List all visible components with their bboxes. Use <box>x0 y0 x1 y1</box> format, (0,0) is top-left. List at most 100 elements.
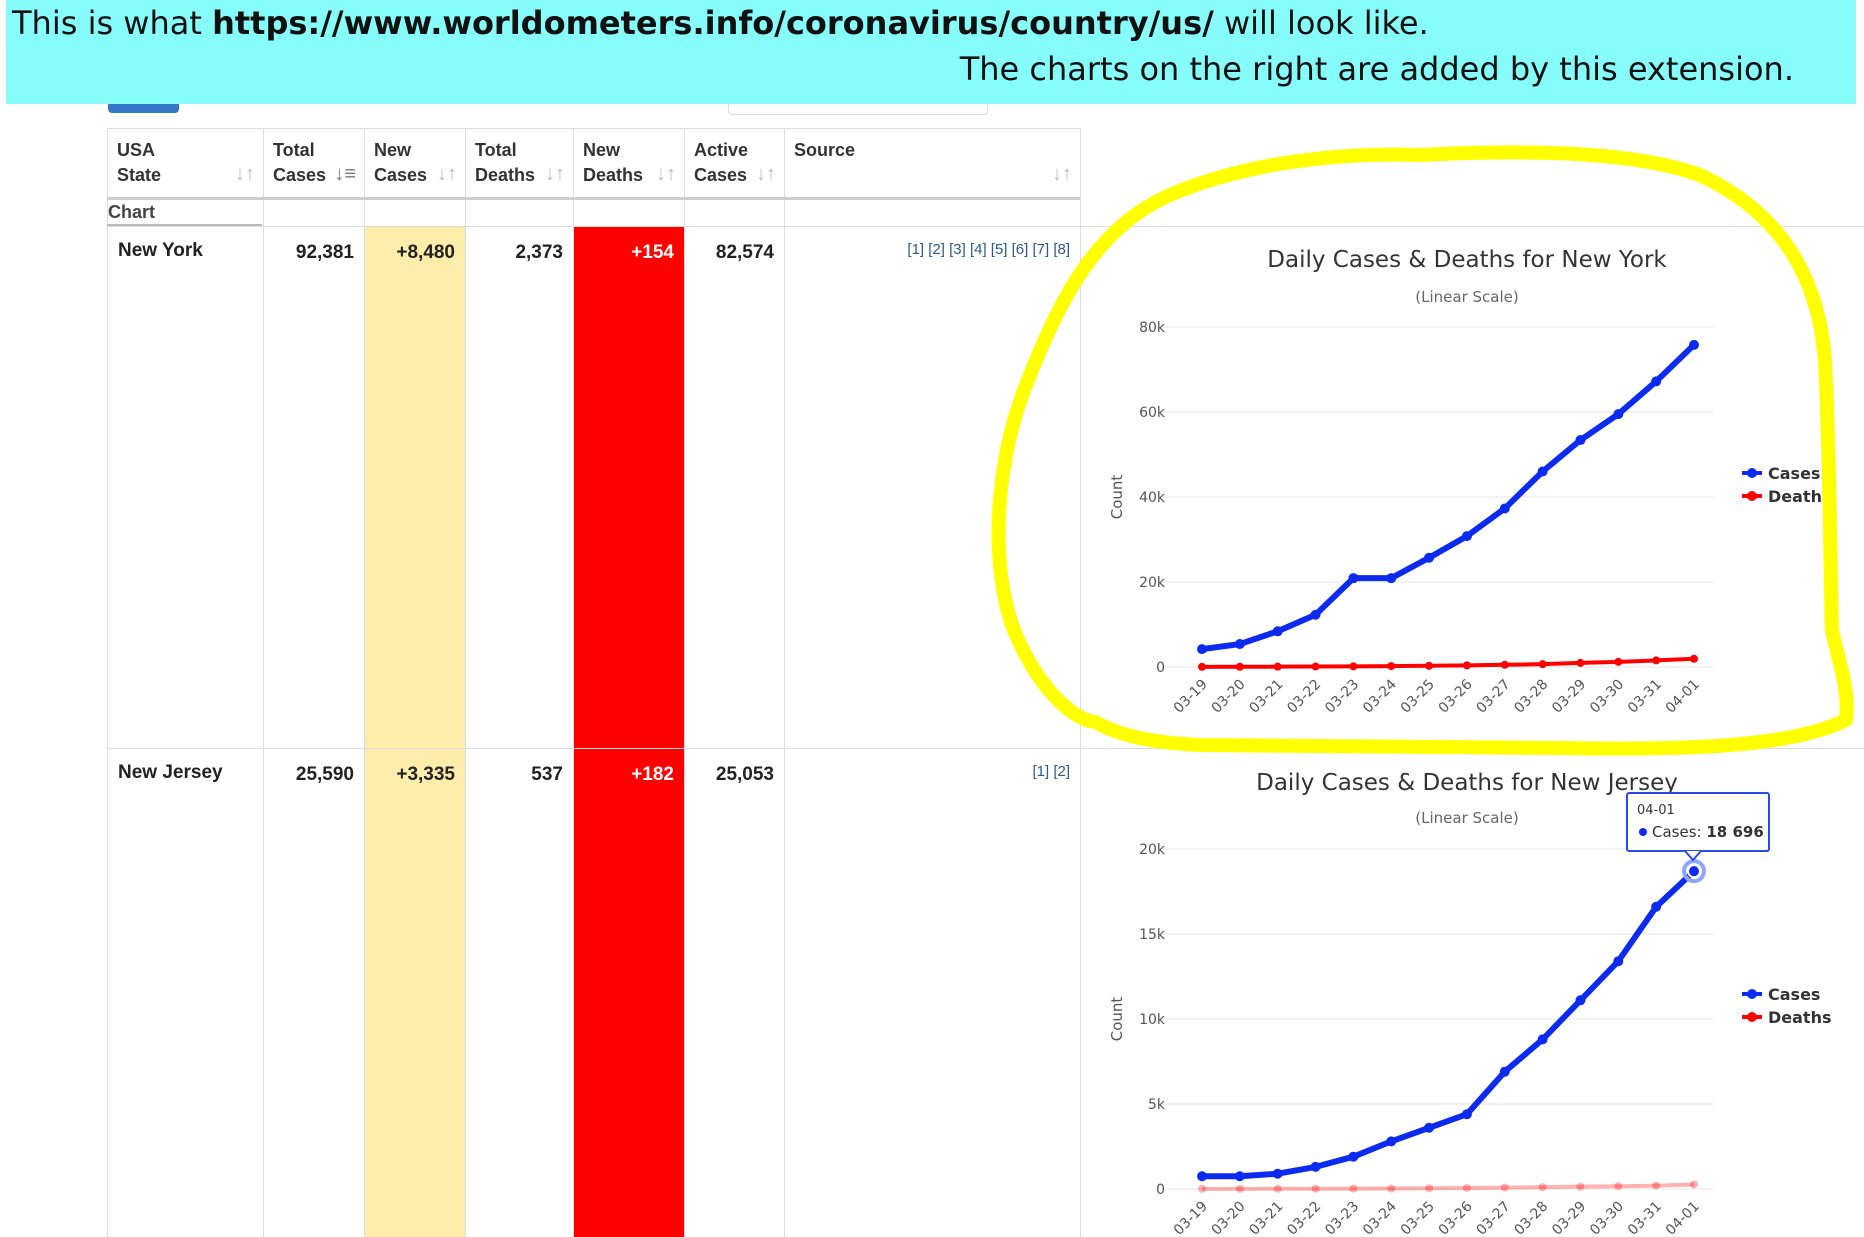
legend-entry: Deaths <box>1768 1008 1832 1027</box>
x-tick-label: 04-01 <box>1663 677 1703 717</box>
data-point-cases <box>1272 1168 1283 1179</box>
header-total-deaths[interactable]: Total Deaths ↓↑ <box>465 128 573 200</box>
annotation-banner: This is what https://www.worldometers.in… <box>6 0 1856 104</box>
state-name[interactable]: New York <box>118 240 203 261</box>
state-name[interactable]: New Jersey <box>118 762 223 783</box>
new-deaths: +182 <box>631 764 674 785</box>
header-new-cases[interactable]: New Cases ↓↑ <box>364 128 465 200</box>
new-deaths: +154 <box>631 242 674 263</box>
data-point-cases <box>1461 531 1472 542</box>
y-axis-label: Count <box>1108 475 1126 520</box>
x-tick-label: 03-25 <box>1398 1199 1438 1237</box>
data-point-cases <box>1499 503 1510 514</box>
data-point-deaths <box>1462 1183 1471 1192</box>
sort-icon[interactable]: ↓↑ <box>656 163 676 185</box>
data-point-cases <box>1310 1161 1321 1172</box>
sort-icon[interactable]: ↓↑ <box>235 163 255 185</box>
banner-prefix: This is what <box>12 4 213 42</box>
banner-line-2: The charts on the right are added by thi… <box>959 50 1794 88</box>
x-tick-label: 04-01 <box>1663 1199 1703 1237</box>
x-tick-label: 03-28 <box>1511 677 1551 717</box>
header-state[interactable]: USA State ↓↑ <box>107 128 263 200</box>
x-tick-label: 03-22 <box>1284 677 1324 717</box>
legend-marker <box>1747 491 1757 501</box>
y-tick-label: 20k <box>1139 575 1166 591</box>
source-links[interactable]: [1] [2] <box>1032 763 1070 780</box>
x-tick-label: 03-20 <box>1209 1199 1249 1237</box>
y-axis-label: Count <box>1108 997 1126 1042</box>
legend-entry: Cases <box>1768 985 1820 1004</box>
x-tick-label: 03-25 <box>1398 677 1438 717</box>
sort-desc-icon[interactable]: ↓≡ <box>334 163 356 185</box>
banner-line-1: This is what https://www.worldometers.in… <box>12 4 1429 42</box>
data-point-cases <box>1197 1171 1207 1182</box>
sort-icon[interactable]: ↓↑ <box>437 163 457 185</box>
x-tick-label: 03-24 <box>1360 1198 1400 1237</box>
x-tick-label: 03-27 <box>1474 1199 1514 1237</box>
sort-icon[interactable]: ↓↑ <box>545 163 565 185</box>
banner-suffix: will look like. <box>1213 4 1429 42</box>
data-point-cases <box>1386 1136 1397 1147</box>
y-tick-label: 80k <box>1139 320 1166 336</box>
active-cases: 82,574 <box>715 242 774 263</box>
banner-url: https://www.worldometers.info/coronaviru… <box>212 4 1214 42</box>
data-point-cases <box>1310 609 1321 620</box>
y-tick-label: 15k <box>1139 927 1166 943</box>
x-tick-label: 03-31 <box>1625 677 1665 717</box>
data-point-deaths <box>1387 1184 1396 1193</box>
header-total-cases[interactable]: Total Cases ↓≡ <box>263 128 364 200</box>
tooltip <box>1626 792 1770 852</box>
data-point-deaths <box>1198 662 1206 671</box>
data-point-deaths <box>1500 1183 1509 1192</box>
y-tick-label: 0 <box>1156 1182 1165 1198</box>
active-cases: 25,053 <box>715 764 774 785</box>
x-tick-label: 03-29 <box>1549 1199 1589 1237</box>
data-point-cases <box>1424 1122 1435 1133</box>
x-tick-label: 03-21 <box>1246 677 1286 717</box>
source-links[interactable]: [1] [2] [3] [4] [5] [6] [7] [8] <box>907 241 1070 258</box>
new-cases: +3,335 <box>396 764 455 785</box>
x-tick-label: 03-28 <box>1511 1199 1551 1237</box>
data-point-deaths <box>1614 1182 1623 1191</box>
tooltip-title: 04-01 <box>1637 803 1675 818</box>
data-point-cases <box>1651 901 1662 912</box>
search-input-stub[interactable] <box>728 104 988 115</box>
x-tick-label: 03-26 <box>1436 676 1476 716</box>
header-active-cases[interactable]: Active Cases ↓↑ <box>684 128 784 200</box>
chart-title: Daily Cases & Deaths for New York <box>1267 247 1667 273</box>
data-point-deaths <box>1349 1184 1358 1193</box>
sort-icon[interactable]: ↓↑ <box>1052 163 1072 185</box>
x-tick-label: 03-26 <box>1436 1198 1476 1237</box>
tab-button-stub[interactable] <box>108 104 179 113</box>
data-point-cases <box>1386 573 1397 584</box>
data-point-cases <box>1613 409 1624 420</box>
data-point-deaths <box>1462 661 1471 670</box>
data-point-deaths <box>1387 662 1396 671</box>
header-new-deaths[interactable]: New Deaths ↓↑ <box>573 128 684 200</box>
data-point-deaths <box>1690 654 1698 663</box>
data-point-cases <box>1461 1109 1472 1120</box>
x-tick-label: 03-19 <box>1171 677 1211 717</box>
data-point-deaths <box>1273 1184 1282 1193</box>
x-tick-label: 03-23 <box>1322 1199 1362 1237</box>
total-cases: 25,590 <box>295 764 354 785</box>
data-point-cases <box>1689 339 1699 350</box>
x-tick-label: 03-27 <box>1474 677 1514 717</box>
x-tick-label: 03-31 <box>1625 1199 1665 1237</box>
data-point-cases <box>1651 376 1662 387</box>
sort-icon[interactable]: ↓↑ <box>756 163 776 185</box>
x-tick-label: 03-30 <box>1587 1199 1627 1237</box>
highlight-circle <box>991 145 1854 756</box>
data-point-deaths <box>1538 1183 1547 1192</box>
tooltip-text: Cases: 18 696 <box>1652 823 1764 841</box>
tooltip-pointer <box>1684 850 1702 862</box>
data-point-cases <box>1575 435 1586 446</box>
y-tick-label: 0 <box>1156 660 1165 676</box>
y-tick-label: 60k <box>1139 405 1166 421</box>
header-source[interactable]: Source ↓↑ <box>784 128 1080 200</box>
total-deaths: 537 <box>531 764 563 785</box>
series-line-cases <box>1202 868 1697 1180</box>
data-point-cases <box>1234 1171 1245 1182</box>
new-cases: +8,480 <box>396 242 455 263</box>
